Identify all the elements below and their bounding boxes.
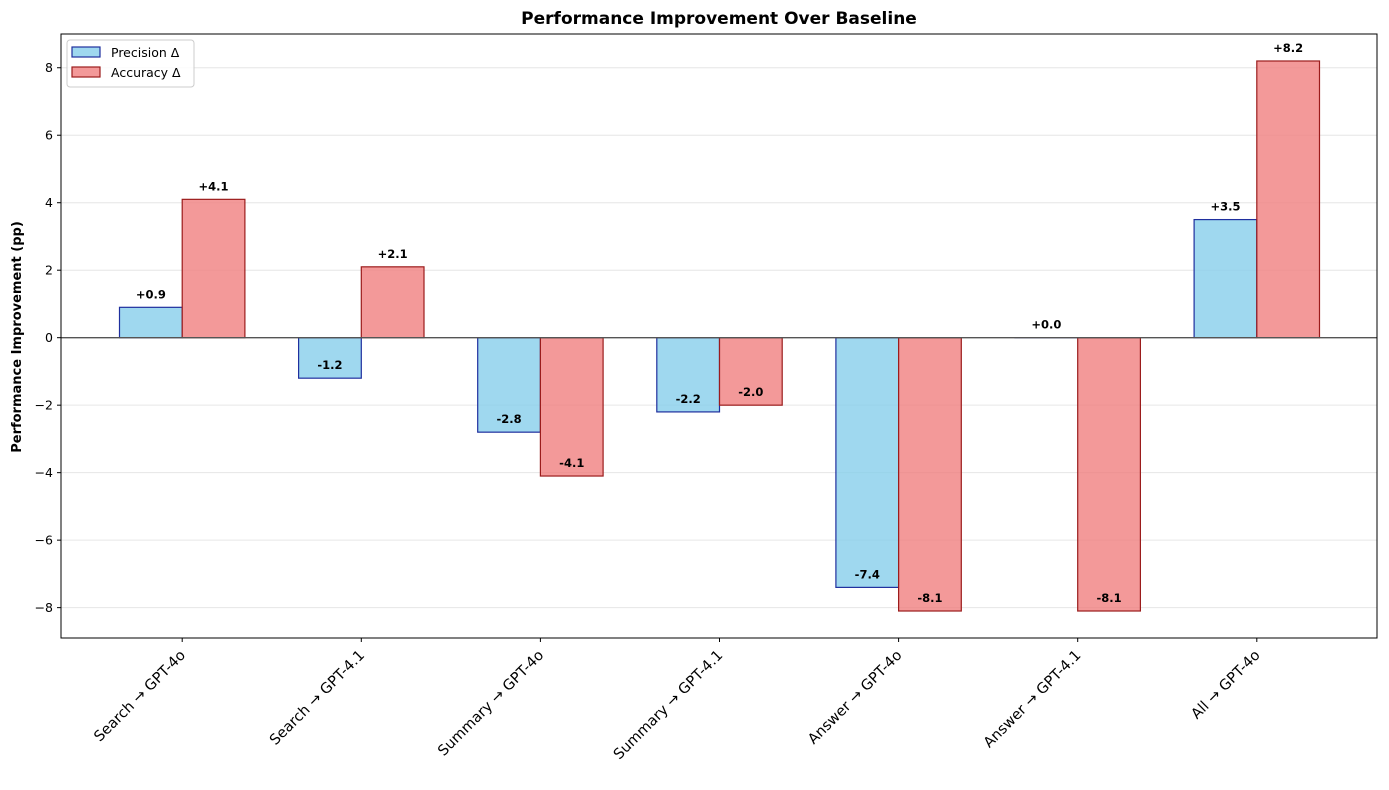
bar-value-label: -4.1 — [559, 456, 584, 470]
x-tick-label: Summary → GPT-4.1 — [611, 648, 726, 763]
y-tick-label: 0 — [45, 330, 53, 345]
x-tick-label: Answer → GPT-4.1 — [981, 648, 1085, 752]
bar-value-label: -1.2 — [317, 358, 342, 372]
bar-value-labels: +0.9 -1.2 -2.8 -2.2 -7.4 +0.0 +3.5 +4.1 +2.1 -4.1… — [136, 41, 1303, 605]
bar-value-label: -8.1 — [917, 591, 942, 605]
y-axis-label: Performance Improvement (pp) — [10, 221, 25, 453]
bar-value-label: -2.2 — [676, 392, 701, 406]
y-tick-label: 2 — [45, 263, 53, 278]
bar-value-label: -8.1 — [1096, 591, 1121, 605]
x-tick-label: Search → GPT-4o — [91, 647, 189, 745]
precision-bar — [477, 337, 542, 433]
chart-title: Performance Improvement Over Baseline — [521, 9, 917, 29]
accuracy-legend-swatch — [71, 66, 101, 78]
legend: Precision Δ Accuracy Δ — [66, 39, 195, 88]
bar-value-label: -2.8 — [496, 412, 521, 426]
precision-bar — [1193, 218, 1258, 339]
bar-value-label: +2.1 — [378, 247, 408, 261]
accuracy-bar — [360, 266, 425, 339]
bar-value-label: -7.4 — [855, 567, 880, 581]
accuracy-bar — [897, 337, 962, 612]
y-tick-label: 4 — [45, 195, 53, 210]
x-tick-label: Answer → GPT-4o — [805, 647, 905, 747]
x-tick-label: All → GPT-4o — [1189, 647, 1264, 722]
bar-value-label: +8.2 — [1273, 41, 1303, 55]
precision-legend-swatch — [71, 46, 101, 58]
accuracy-bar — [181, 198, 246, 339]
bar-value-label: -2.0 — [738, 385, 763, 399]
bar-value-label: +3.5 — [1210, 200, 1240, 214]
bar-value-label: +0.0 — [1031, 318, 1061, 332]
accuracy-bar — [1256, 60, 1321, 339]
precision-bar — [835, 337, 900, 588]
legend-label: Accuracy Δ — [111, 65, 181, 80]
y-tick-label: −4 — [35, 465, 53, 480]
precision-bar — [118, 306, 183, 339]
bar-value-label: +0.9 — [136, 287, 166, 301]
y-tick-label: 6 — [45, 128, 53, 143]
x-tick-label: Search → GPT-4.1 — [267, 648, 368, 749]
y-tick-label: −6 — [35, 533, 53, 548]
x-tick-label: Summary → GPT-4o — [435, 647, 547, 759]
accuracy-bar — [539, 337, 604, 477]
bar-value-label: +4.1 — [199, 179, 229, 193]
plot-frame — [60, 33, 1378, 639]
y-tick-label: −2 — [35, 398, 53, 413]
bars — [118, 60, 1321, 612]
y-tick-label: 8 — [45, 60, 53, 75]
legend-label: Precision Δ — [111, 45, 180, 60]
y-tick-label: −8 — [35, 600, 53, 615]
accuracy-bar — [718, 337, 783, 406]
accuracy-bar — [1077, 337, 1141, 612]
